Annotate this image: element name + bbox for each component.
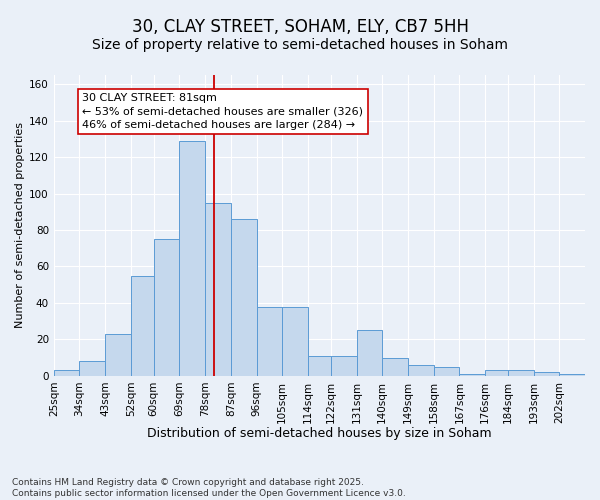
Bar: [460, 374, 485, 376]
Text: Size of property relative to semi-detached houses in Soham: Size of property relative to semi-detach…: [92, 38, 508, 52]
Bar: [308, 356, 331, 376]
Bar: [356, 330, 382, 376]
Bar: [485, 370, 508, 376]
Bar: [434, 366, 460, 376]
Text: 30, CLAY STREET, SOHAM, ELY, CB7 5HH: 30, CLAY STREET, SOHAM, ELY, CB7 5HH: [131, 18, 469, 36]
Bar: [231, 219, 257, 376]
Text: 30 CLAY STREET: 81sqm
← 53% of semi-detached houses are smaller (326)
46% of sem: 30 CLAY STREET: 81sqm ← 53% of semi-deta…: [82, 93, 364, 130]
Bar: [508, 370, 533, 376]
Bar: [54, 370, 79, 376]
Bar: [282, 306, 308, 376]
Bar: [408, 365, 434, 376]
Bar: [331, 356, 356, 376]
Y-axis label: Number of semi-detached properties: Number of semi-detached properties: [15, 122, 25, 328]
Bar: [205, 202, 231, 376]
Bar: [559, 374, 585, 376]
Bar: [131, 276, 154, 376]
X-axis label: Distribution of semi-detached houses by size in Soham: Distribution of semi-detached houses by …: [147, 427, 492, 440]
Bar: [257, 306, 282, 376]
Bar: [179, 140, 205, 376]
Bar: [79, 362, 105, 376]
Text: Contains HM Land Registry data © Crown copyright and database right 2025.
Contai: Contains HM Land Registry data © Crown c…: [12, 478, 406, 498]
Bar: [533, 372, 559, 376]
Bar: [105, 334, 131, 376]
Bar: [382, 358, 408, 376]
Bar: [154, 239, 179, 376]
